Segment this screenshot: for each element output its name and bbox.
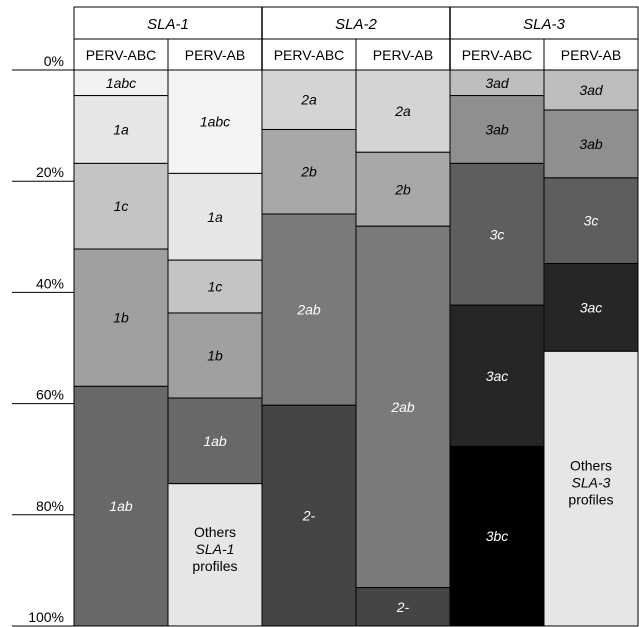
segment-label: 2- — [302, 508, 316, 524]
segment-label: 3ad — [485, 75, 510, 91]
bar-segment — [167, 483, 263, 627]
bar-segment — [449, 162, 545, 306]
segment-label: 3c — [490, 226, 505, 242]
segment-label: 1abc — [200, 114, 230, 130]
bar-segment — [261, 404, 357, 627]
segment-label: 2- — [396, 599, 410, 615]
y-tick-label: 0% — [44, 53, 64, 69]
group-header-label: SLA-1 — [147, 16, 189, 33]
segment-label: 2b — [300, 164, 317, 180]
segment-label: 3bc — [486, 528, 509, 544]
column-header-label: PERV-ABC — [274, 47, 345, 63]
segment-label: 1b — [207, 348, 223, 364]
segment-label: 2ab — [390, 399, 415, 415]
segment-label: 1b — [113, 310, 129, 326]
bar-segment — [73, 248, 169, 387]
segment-label: 1c — [208, 279, 223, 295]
column-header-label: PERV-AB — [561, 47, 621, 63]
segment-label: 3ab — [579, 136, 603, 152]
segment-label: 3ab — [485, 121, 509, 137]
plot-frame — [73, 69, 639, 627]
group-header-label: SLA-3 — [523, 16, 565, 33]
segment-label: 1c — [114, 198, 129, 214]
segment-label: 3c — [584, 213, 599, 229]
segment-label: 1ab — [203, 433, 227, 449]
segment-label: 2b — [394, 181, 411, 197]
bar-segment — [355, 151, 451, 227]
bar-segment — [543, 109, 639, 179]
column-header-label: PERV-AB — [373, 47, 433, 63]
y-tick-label: 20% — [36, 164, 64, 180]
segment-label: 3ac — [486, 368, 509, 384]
group-header-label: SLA-2 — [335, 16, 377, 33]
bar-segment — [543, 350, 639, 627]
bar-segment — [449, 95, 545, 164]
segment-label: 1a — [207, 209, 223, 225]
column-header-label: PERV-AB — [185, 47, 245, 63]
bar-segment — [355, 587, 451, 627]
y-tick-label: 40% — [36, 275, 64, 291]
bar-segment — [73, 95, 169, 164]
segment-label: 3ad — [579, 82, 604, 98]
segment-label: 1abc — [106, 75, 136, 91]
y-tick-label: 80% — [36, 498, 64, 514]
y-tick-label: 60% — [36, 387, 64, 403]
segment-label: Others SLA-1 profiles — [192, 524, 237, 574]
bar-segment — [449, 304, 545, 447]
segment-label: 3ac — [580, 299, 603, 315]
bar-segment — [73, 385, 169, 627]
bar-segment — [73, 69, 169, 97]
segment-label: 1a — [113, 121, 129, 137]
bar-segment — [167, 172, 263, 261]
bar-segment — [543, 262, 639, 352]
segment-label: 1ab — [109, 498, 133, 514]
bar-segment — [167, 397, 263, 485]
bar-segment — [261, 128, 357, 215]
column-header-label: PERV-ABC — [462, 47, 533, 63]
segment-label: 2a — [394, 103, 411, 119]
segment-label: Others SLA-3 profiles — [568, 458, 613, 508]
segment-label: 2a — [300, 92, 317, 108]
bar-segment — [543, 69, 639, 111]
bar-segment — [261, 69, 357, 130]
segment-label: 2ab — [296, 302, 321, 318]
column-header-label: PERV-ABC — [86, 47, 157, 63]
y-tick-label: 100% — [28, 609, 64, 625]
bar-segment — [261, 213, 357, 406]
bar-segment — [355, 225, 451, 589]
